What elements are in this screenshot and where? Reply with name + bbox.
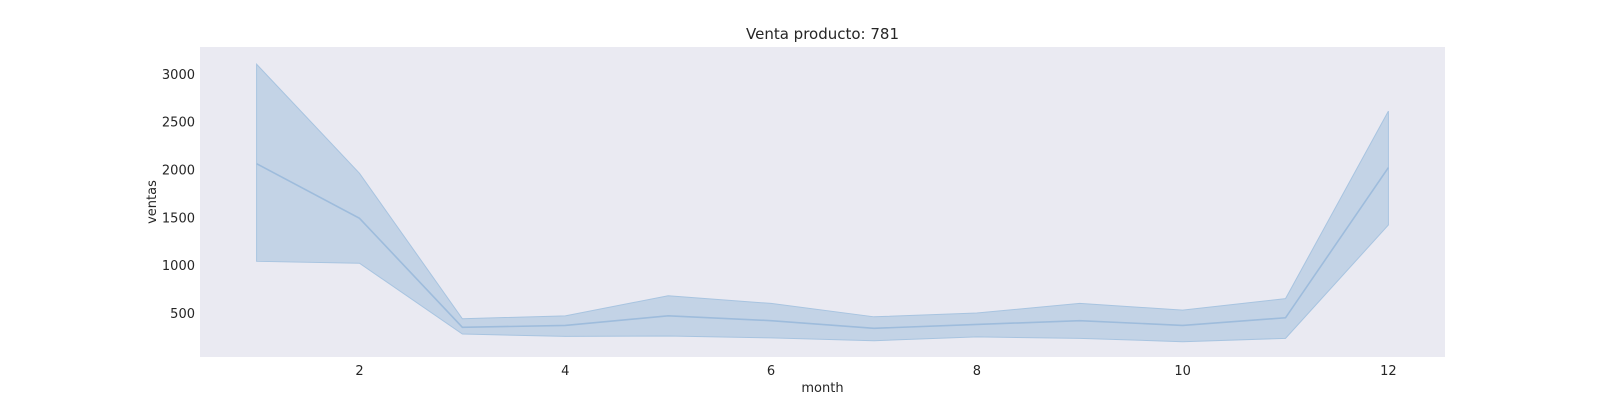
y-tick-label: 1000 <box>162 259 195 274</box>
y-axis-label: ventas <box>145 180 160 224</box>
chart-title: Venta producto: 781 <box>746 25 899 43</box>
x-tick-label: 6 <box>767 364 775 379</box>
y-tick-label: 1500 <box>162 211 195 226</box>
x-tick-label: 10 <box>1174 364 1191 379</box>
x-axis-label: month <box>801 381 843 396</box>
series-line <box>256 163 1390 330</box>
x-tick-label: 4 <box>561 364 569 379</box>
y-tick-label: 2000 <box>162 163 195 178</box>
y-tick-label: 500 <box>170 307 195 322</box>
confidence-band-layer <box>256 62 1389 343</box>
x-tick-label: 8 <box>973 364 981 379</box>
x-tick-label: 2 <box>355 364 363 379</box>
x-tick-label: 12 <box>1380 364 1397 379</box>
y-tick-labels: 500 1000 1500 2000 2500 3000 <box>162 68 195 322</box>
y-tick-label: 3000 <box>162 68 195 83</box>
y-tick-label: 2500 <box>162 116 195 131</box>
series-line-layer <box>256 163 1390 330</box>
x-tick-labels: 2 4 6 8 10 12 <box>355 364 1396 379</box>
confidence-band <box>256 62 1389 343</box>
